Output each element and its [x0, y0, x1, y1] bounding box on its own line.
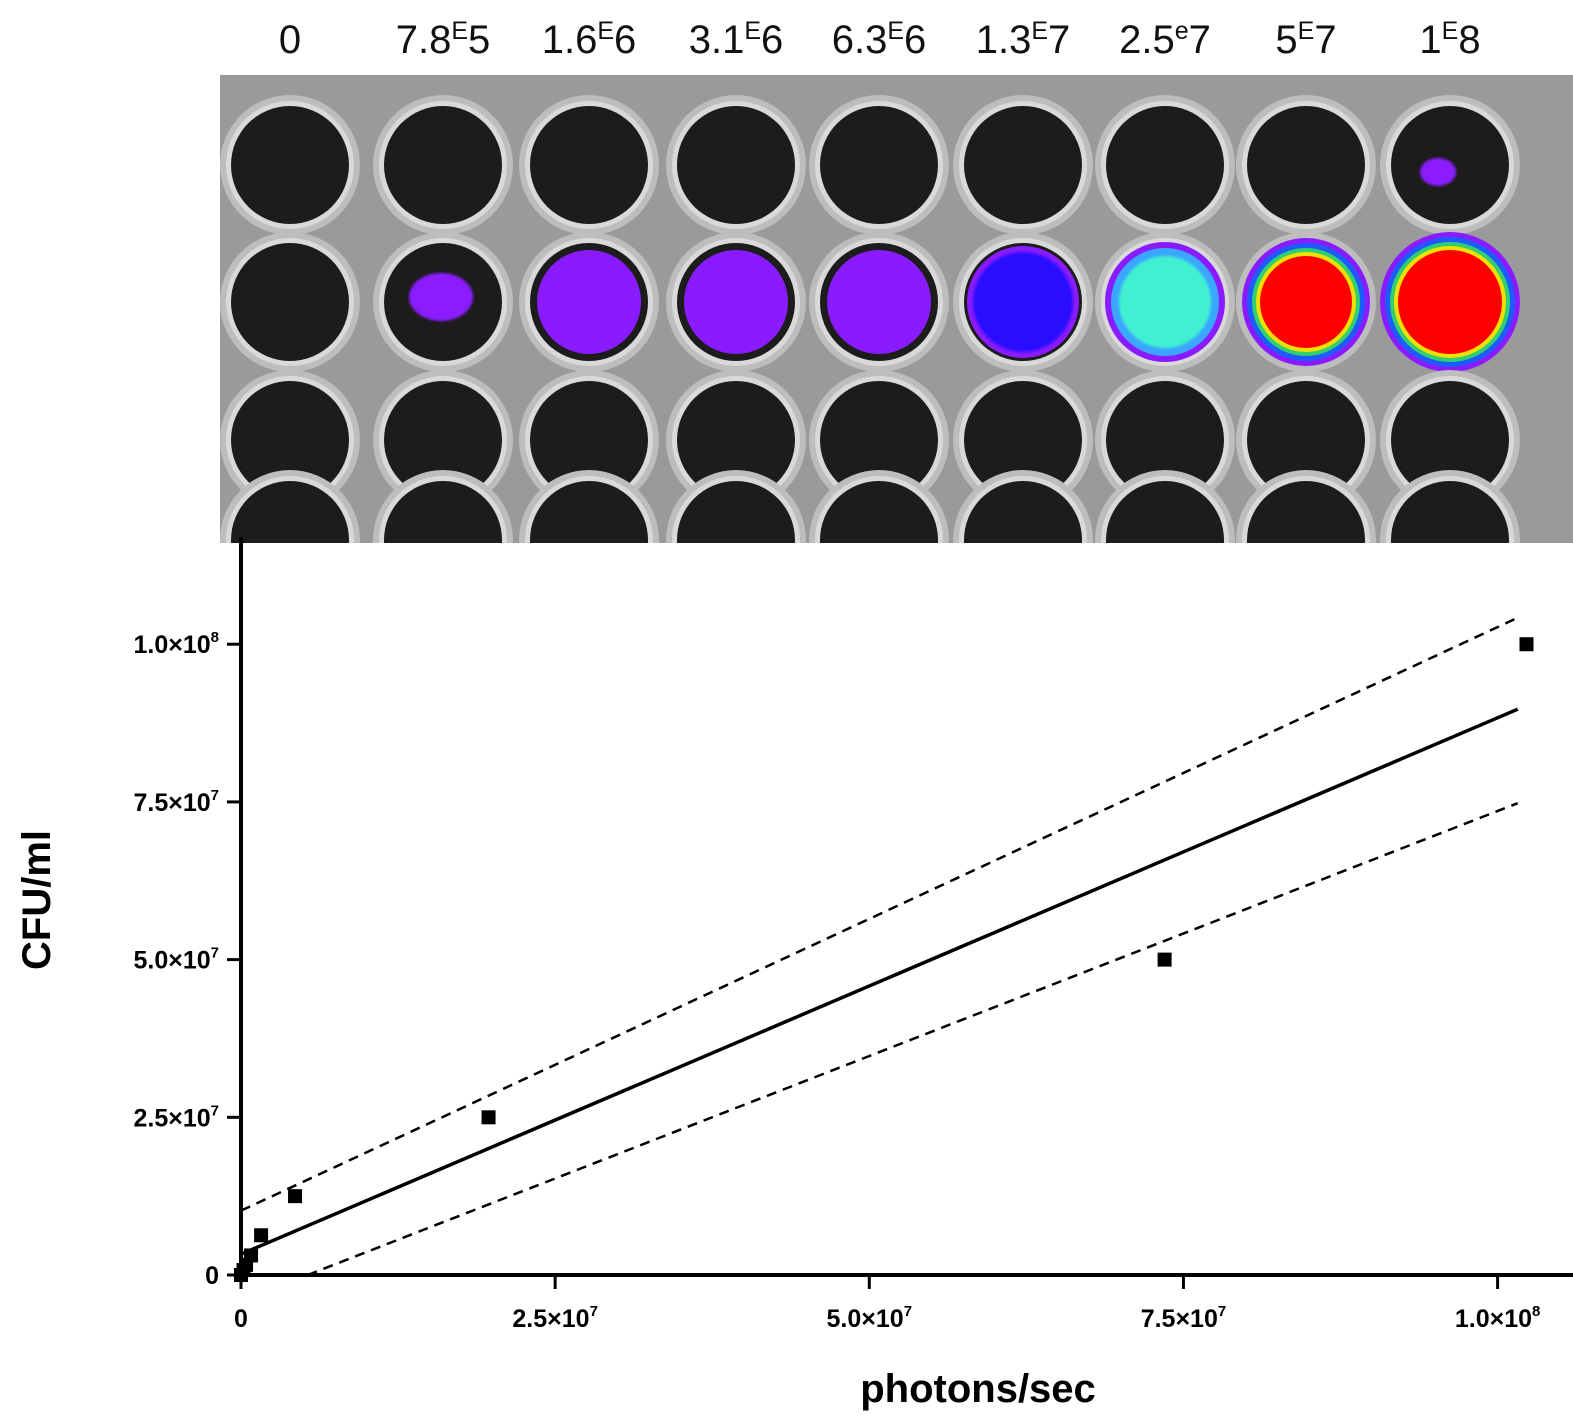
well [384, 381, 502, 499]
signal-core [1260, 256, 1352, 348]
fit-line [240, 707, 1519, 1256]
confidence-band-upper [240, 616, 1519, 1212]
x-tick-label: 0 [234, 1305, 248, 1333]
signal-core [1119, 256, 1211, 348]
data-point [1519, 637, 1534, 652]
x-axis-title: photons/sec [860, 1367, 1096, 1411]
signal-blob [409, 273, 473, 321]
x-tick-label: 1.0×108 [1455, 1303, 1541, 1333]
signal-core [1398, 250, 1502, 354]
well [964, 481, 1082, 543]
concentration-label: 0 [279, 18, 301, 62]
fit-line-group [240, 707, 1519, 1256]
luminescence-plate-image [220, 75, 1573, 543]
well [231, 481, 349, 543]
well [1391, 481, 1509, 543]
well [964, 106, 1082, 224]
tick-labels: 0 2.5×107 5.0×107 7.5×107 1.0×108 0 2.5×107 5.0… [133, 629, 1540, 1333]
well [384, 481, 502, 543]
data-point [1157, 952, 1172, 967]
well [1247, 481, 1365, 543]
signal-well [684, 250, 788, 354]
well [820, 381, 938, 499]
concentration-label: 6.3E6 [832, 17, 927, 62]
y-tick-label: 5.0×107 [133, 945, 219, 975]
signal-well [537, 250, 641, 354]
well [231, 381, 349, 499]
x-tick-label: 2.5×107 [512, 1303, 598, 1333]
well [964, 381, 1082, 499]
y-tick-label: 1.0×108 [133, 629, 219, 659]
well [530, 481, 648, 543]
signal-well [827, 250, 931, 354]
plate-wells [220, 95, 1520, 543]
confidence-bands [240, 616, 1519, 1277]
signal-blob [1420, 158, 1456, 186]
data-points [234, 637, 1534, 1282]
well [1106, 106, 1224, 224]
data-point [254, 1228, 269, 1243]
data-point [288, 1189, 303, 1204]
well [1106, 481, 1224, 543]
well [820, 481, 938, 543]
well [530, 106, 648, 224]
data-point [481, 1110, 496, 1125]
y-tick-label: 2.5×107 [133, 1102, 219, 1132]
concentration-label: 2.5e7 [1119, 17, 1211, 62]
y-axis-title: CFU/ml [15, 830, 59, 970]
well [820, 106, 938, 224]
well [231, 243, 349, 361]
signal-core [973, 252, 1073, 352]
confidence-band-lower [307, 802, 1519, 1277]
chart-axes [227, 537, 1573, 1289]
well [677, 381, 795, 499]
x-tick-label: 7.5×107 [1141, 1303, 1227, 1333]
concentration-label: 1.3E7 [976, 17, 1071, 62]
well [677, 481, 795, 543]
well [1247, 106, 1365, 224]
well [384, 106, 502, 224]
y-tick-label: 0 [205, 1262, 219, 1290]
concentration-label: 1E8 [1419, 17, 1480, 62]
x-tick-label: 5.0×107 [827, 1303, 913, 1333]
scatter-chart: 0 2.5×107 5.0×107 7.5×107 1.0×108 0 2.5×107 5.0… [15, 537, 1573, 1411]
well [1391, 381, 1509, 499]
well [231, 106, 349, 224]
concentration-label: 1.6E6 [542, 17, 637, 62]
well [530, 381, 648, 499]
data-point [244, 1248, 259, 1263]
well [1106, 381, 1224, 499]
well [677, 106, 795, 224]
concentration-label: 7.8E5 [396, 17, 491, 62]
concentration-labels: 0 7.8E5 1.6E6 3.1E6 6.3E6 1.3E7 2.5e7 5E7 1E8 [279, 17, 1481, 62]
y-tick-label: 7.5×107 [133, 787, 219, 817]
concentration-label: 3.1E6 [689, 17, 784, 62]
well [1247, 381, 1365, 499]
concentration-label: 5E7 [1275, 17, 1336, 62]
